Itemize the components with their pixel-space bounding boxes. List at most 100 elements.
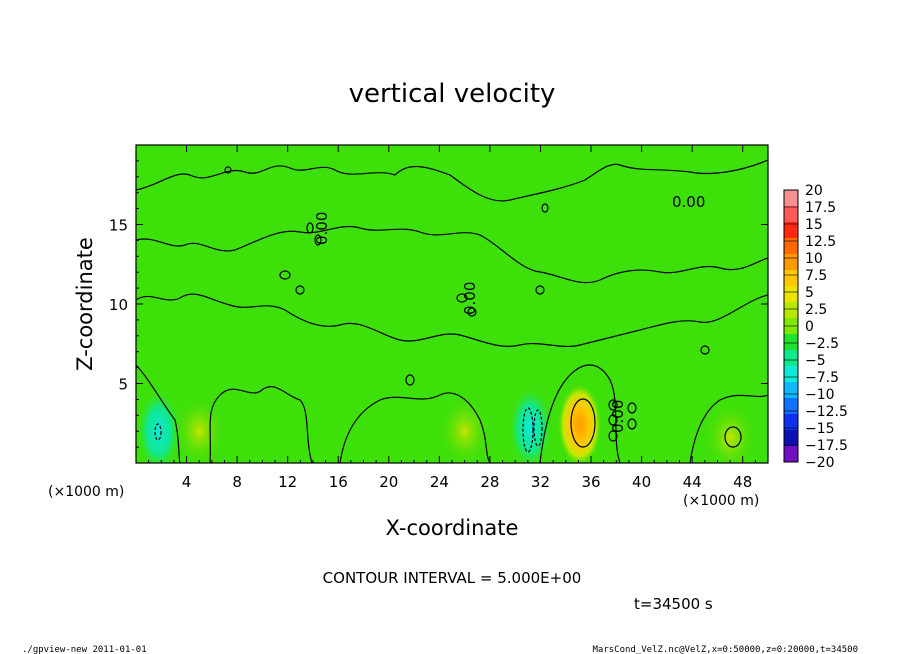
- colorbar-swatch: [784, 382, 798, 399]
- colorbar-swatch: [784, 238, 798, 255]
- x-tick-label: 44: [683, 473, 702, 491]
- contour-labels: 0.00 0.00 0.00 0.00: [313, 193, 705, 433]
- colorbar-label: −15: [805, 421, 835, 437]
- colorbar-label: 7.5: [805, 268, 827, 284]
- x-unit-left: (×1000 m): [48, 484, 124, 500]
- plot-field: 0.00 0.00 0.00 0.00: [136, 145, 768, 463]
- colorbar-swatch: [784, 446, 798, 463]
- velocity-feature: [438, 395, 491, 463]
- colorbar-label: 12.5: [805, 234, 836, 250]
- x-tick-label: 36: [581, 473, 600, 491]
- colorbar-label: 20: [805, 183, 823, 199]
- contour-lines: [136, 159, 768, 463]
- contour-small-loop: [295, 285, 305, 295]
- colorbar-swatch: [784, 398, 798, 415]
- contour-small-loop: [456, 293, 468, 303]
- velocity-feature: [173, 395, 226, 463]
- contour-small-loop: [405, 374, 415, 386]
- contour-label: 0.00: [461, 282, 479, 315]
- x-tick-label: 32: [531, 473, 550, 491]
- colorbar-swatch: [784, 254, 798, 271]
- colorbar-label: 2.5: [805, 302, 827, 318]
- x-tick-label: 4: [182, 473, 192, 491]
- colorbar-label: 0: [805, 319, 814, 335]
- colorbar-swatch: [784, 206, 798, 223]
- colorbar-swatch: [784, 350, 798, 367]
- chart-title: vertical velocity: [349, 79, 556, 109]
- velocity-blobs: [136, 382, 757, 463]
- time-text: t=34500 s: [634, 595, 713, 613]
- x-unit-right: (×1000 m): [683, 493, 759, 509]
- x-tick-label: 24: [430, 473, 449, 491]
- velocity-feature: [704, 401, 757, 463]
- colorbar-swatch: [784, 334, 798, 351]
- y-tick-label: 10: [109, 296, 128, 314]
- contour-small-loop: [627, 418, 637, 430]
- colorbar-label: 10: [805, 251, 823, 267]
- x-axis: 4 8 12 16 20 24 28 32 36 40 44 48: [148, 145, 756, 491]
- colorbar-label: −17.5: [805, 438, 848, 454]
- velocity-feature: [136, 389, 181, 463]
- x-tick-label: 8: [232, 473, 242, 491]
- contour-updraft-right: [724, 426, 742, 448]
- contour-lower: [136, 364, 768, 463]
- colorbar-label: −2.5: [805, 336, 839, 352]
- contour-small-loop: [279, 270, 291, 280]
- contour-small-loop: [608, 414, 618, 426]
- contour-downdraft-left: [154, 423, 162, 441]
- colorbar-swatch: [784, 270, 798, 287]
- x-axis-label: X-coordinate: [386, 516, 519, 540]
- contour-small-loop: [306, 222, 314, 234]
- contour-small-loop: [608, 399, 618, 411]
- y-tick-label: 5: [118, 376, 128, 394]
- colorbar-swatch: [784, 414, 798, 431]
- colorbar-swatch: [784, 366, 798, 383]
- velocity-feature: [557, 382, 602, 463]
- colorbar-swatch: [784, 222, 798, 239]
- colorbar-swatch: [784, 430, 798, 447]
- contour-updraft-core: [570, 398, 596, 448]
- colorbar-label: 17.5: [805, 200, 836, 216]
- contour-small-loop: [314, 234, 322, 246]
- x-tick-label: 48: [733, 473, 752, 491]
- colorbar-label: −12.5: [805, 404, 848, 420]
- contour-small-loop: [224, 166, 232, 174]
- y-axis-label: Z-coordinate: [73, 237, 97, 371]
- contour-mid: [136, 293, 768, 348]
- contour-mid-upper: [136, 225, 768, 284]
- contour-label: 0.00: [672, 193, 705, 211]
- colorbar-label: 5: [805, 285, 814, 301]
- velocity-feature: [508, 386, 553, 463]
- colorbar-label: 15: [805, 217, 823, 233]
- contour-small-loop: [535, 285, 545, 295]
- x-tick-label: 16: [329, 473, 348, 491]
- y-tick-label: 15: [109, 217, 128, 235]
- y-axis: 5 10 15: [109, 160, 768, 448]
- colorbar-label: −7.5: [805, 370, 839, 386]
- contour-interval-text: CONTOUR INTERVAL = 5.000E+00: [323, 569, 582, 587]
- contour-label: 0.00: [609, 400, 627, 433]
- contour-small-loop: [627, 402, 637, 414]
- colorbar-label: −20: [805, 455, 835, 471]
- colorbar-label: −5: [805, 353, 826, 369]
- footer-left: ./gpview-new 2011-01-01: [22, 645, 147, 654]
- contour-small-loop: [541, 203, 549, 213]
- contour-small-loop: [608, 430, 618, 442]
- footer-right: MarsCond_VelZ.nc@VelZ,x=0:50000,z=0:2000…: [592, 645, 858, 654]
- contour-upper: [136, 159, 768, 202]
- colorbar-label: −10: [805, 387, 835, 403]
- contour-small-loop: [700, 345, 710, 355]
- contour-downdraft: [522, 407, 534, 453]
- colorbar: 2017.51512.5107.552.50−2.5−5−7.5−10−12.5…: [783, 183, 848, 471]
- x-tick-label: 28: [480, 473, 499, 491]
- x-tick-label: 20: [379, 473, 398, 491]
- x-tick-label: 40: [632, 473, 651, 491]
- contour-downdraft-inner: [533, 409, 543, 447]
- colorbar-swatch: [784, 302, 798, 319]
- contour-small-loop: [467, 307, 477, 317]
- x-tick-label: 12: [278, 473, 297, 491]
- colorbar-swatch: [784, 190, 798, 207]
- contour-label: 0.00: [313, 212, 331, 245]
- colorbar-swatch: [784, 286, 798, 303]
